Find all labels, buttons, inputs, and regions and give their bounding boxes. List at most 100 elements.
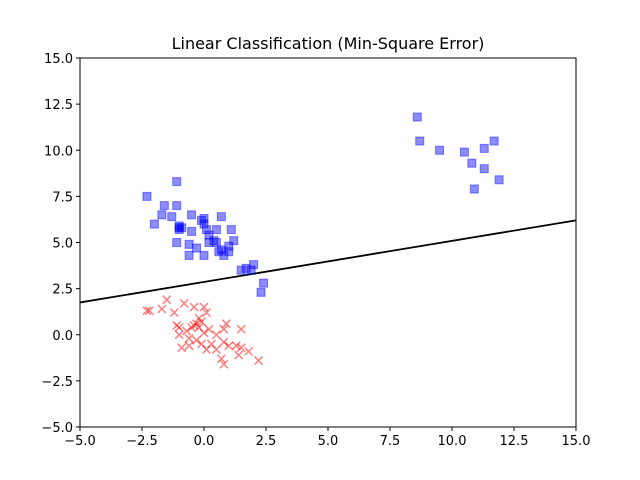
data-point-square: [172, 177, 182, 187]
data-point-x: [182, 326, 192, 336]
y-tick-label: 12.5: [44, 98, 73, 113]
chart-title: Linear Classification (Min-Square Error): [172, 34, 485, 53]
data-point-square: [184, 250, 194, 260]
data-point-square: [412, 112, 422, 122]
series-2: [142, 295, 264, 369]
data-point-x: [231, 341, 241, 351]
data-point-square: [211, 225, 221, 235]
x-tick-label: −2.5: [126, 434, 158, 449]
data-point-square: [479, 164, 489, 174]
data-point-square: [157, 210, 167, 220]
data-point-x: [201, 344, 212, 355]
plot-frame: [79, 57, 577, 428]
data-point-square: [184, 239, 194, 249]
data-point-square: [224, 247, 234, 257]
data-point-x: [224, 341, 234, 351]
data-point-square: [197, 215, 207, 225]
x-tick-label: 10.0: [438, 434, 467, 449]
data-point-square: [489, 136, 499, 146]
data-point-square: [467, 158, 477, 168]
data-point-square: [246, 265, 256, 275]
data-point-x: [211, 344, 221, 355]
data-point-square: [172, 238, 182, 247]
data-point-x: [244, 346, 254, 356]
data-point-square: [214, 247, 224, 257]
data-point-square: [177, 223, 187, 233]
y-tick-label: 15.0: [44, 52, 73, 67]
y-tick-label: 0.0: [52, 329, 73, 344]
data-point-square: [249, 260, 259, 270]
data-point-square: [494, 175, 504, 185]
data-point-square: [167, 212, 177, 222]
data-point-square: [256, 287, 266, 297]
data-point-square: [142, 191, 152, 201]
data-point-square: [201, 225, 211, 235]
data-point-x: [189, 302, 199, 312]
data-point-x: [199, 302, 209, 312]
data-point-x: [144, 306, 154, 316]
data-point-x: [221, 319, 231, 329]
data-point-square: [172, 201, 182, 211]
data-point-square: [479, 143, 489, 153]
y-tick-label: −2.5: [41, 375, 73, 390]
data-point-square: [216, 212, 226, 222]
data-point-x: [234, 350, 244, 360]
axis-ticks: −5.0 −2.5 0.0 2.5 5.0 7.5 10.0 12.5 15.0 −5.0 −2.5…: [41, 52, 590, 449]
data-point-x: [192, 335, 202, 345]
x-tick-label: 5.0: [318, 434, 339, 449]
data-point-x: [187, 322, 197, 332]
data-point-square: [226, 225, 236, 235]
data-point-square: [459, 147, 469, 157]
data-point-square: [192, 243, 202, 253]
series-1: [142, 112, 504, 297]
data-point-x: [199, 328, 209, 338]
data-point-square: [187, 226, 197, 236]
data-point-square: [174, 223, 184, 233]
x-tick-label: 2.5: [256, 434, 277, 449]
data-point-x: [184, 341, 194, 351]
y-tick-label: 5.0: [52, 237, 73, 252]
x-tick-label: −5.0: [64, 434, 96, 449]
data-point-x: [174, 330, 184, 340]
data-point-square: [204, 230, 214, 240]
data-point-x: [201, 308, 212, 318]
data-point-square: [199, 219, 209, 229]
x-tick-label: 7.5: [380, 434, 401, 449]
data-point-square: [211, 238, 221, 247]
data-point-square: [199, 250, 209, 260]
data-point-x: [219, 359, 229, 369]
data-point-square: [435, 145, 445, 155]
data-point-x: [169, 308, 179, 318]
data-point-x: [236, 343, 246, 353]
data-point-square: [204, 238, 214, 247]
x-tick-label: 12.5: [500, 434, 529, 449]
data-point-x: [172, 320, 182, 331]
data-point-square: [224, 241, 234, 251]
data-point-x: [177, 343, 187, 353]
data-point-square: [174, 225, 184, 235]
data-point-square: [219, 250, 229, 260]
data-point-square: [259, 278, 269, 288]
data-point-x: [254, 356, 264, 366]
data-point-x: [211, 330, 221, 340]
data-point-square: [236, 265, 246, 275]
data-point-x: [162, 295, 172, 305]
y-tick-label: −5.0: [41, 421, 73, 436]
data-point-square: [187, 210, 197, 220]
data-point-square: [415, 136, 425, 146]
data-point-square: [469, 184, 479, 194]
data-point-x: [179, 298, 189, 308]
data-point-x: [196, 317, 207, 327]
data-point-square: [241, 263, 251, 273]
x-tick-label: 15.0: [562, 434, 591, 449]
data-point-square: [149, 219, 159, 229]
data-point-square: [209, 236, 219, 246]
data-point-x: [157, 304, 167, 314]
data-point-x: [142, 306, 152, 316]
data-point-x: [219, 324, 229, 334]
data-point-square: [199, 214, 209, 224]
y-tick-label: 10.0: [44, 144, 73, 159]
y-tick-label: 2.5: [52, 283, 73, 298]
